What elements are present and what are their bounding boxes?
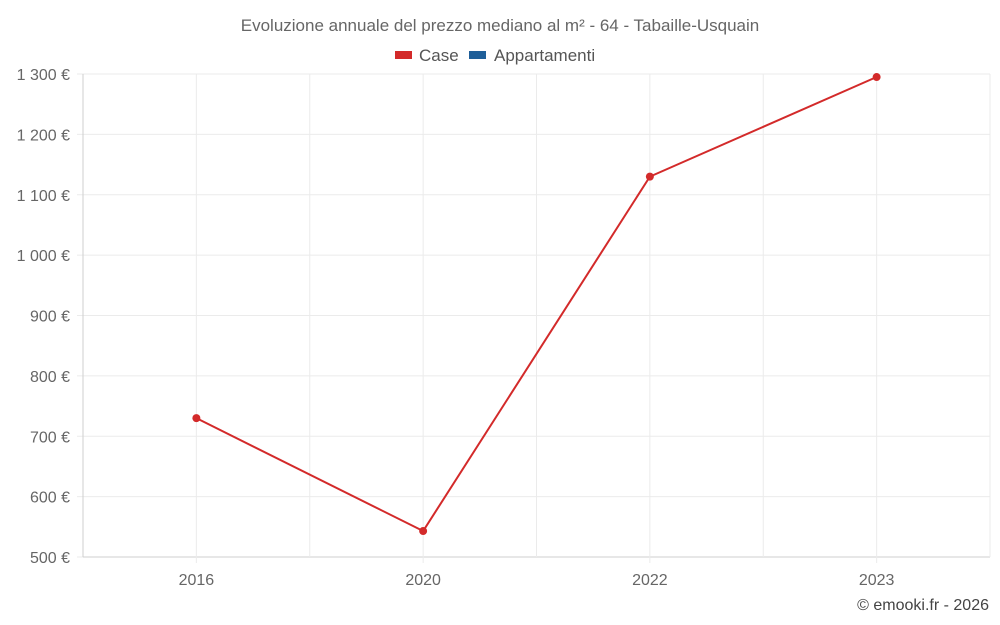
legend-swatch-case [395,51,412,59]
legend-label-case[interactable]: Case [419,46,459,65]
y-tick-label: 1 100 € [17,188,70,205]
credit-text: © emooki.fr - 2026 [857,597,989,614]
legend-swatch-appartamenti [469,51,486,59]
y-tick-label: 500 € [30,550,70,567]
legend-label-appartamenti[interactable]: Appartamenti [494,46,595,65]
y-tick-label: 900 € [30,309,70,326]
chart-title: Evoluzione annuale del prezzo mediano al… [241,16,759,35]
x-tick-label: 2022 [632,572,668,589]
y-tick-label: 600 € [30,490,70,507]
data-point-case [419,527,428,536]
data-point-case [645,172,654,181]
y-tick-label: 1 000 € [17,248,70,265]
y-tick-label: 800 € [30,369,70,386]
x-axis-ticks: 2016 2020 2022 2023 [179,572,895,589]
legend: Case Appartamenti [395,46,595,65]
series-line-case [195,76,878,533]
x-tick-label: 2016 [179,572,215,589]
data-point-case [872,73,881,82]
x-tick-label: 2020 [405,572,441,589]
y-tick-label: 1 200 € [17,127,70,144]
gridlines [77,73,991,563]
y-axis-ticks: 500 € 600 € 700 € 800 € 900 € 1 000 € 1 100 € 1… [17,67,70,567]
series-case [192,73,881,536]
data-point-case [192,414,201,423]
y-tick-label: 700 € [30,429,70,446]
y-tick-label: 1 300 € [17,67,70,84]
x-tick-label: 2023 [859,572,895,589]
